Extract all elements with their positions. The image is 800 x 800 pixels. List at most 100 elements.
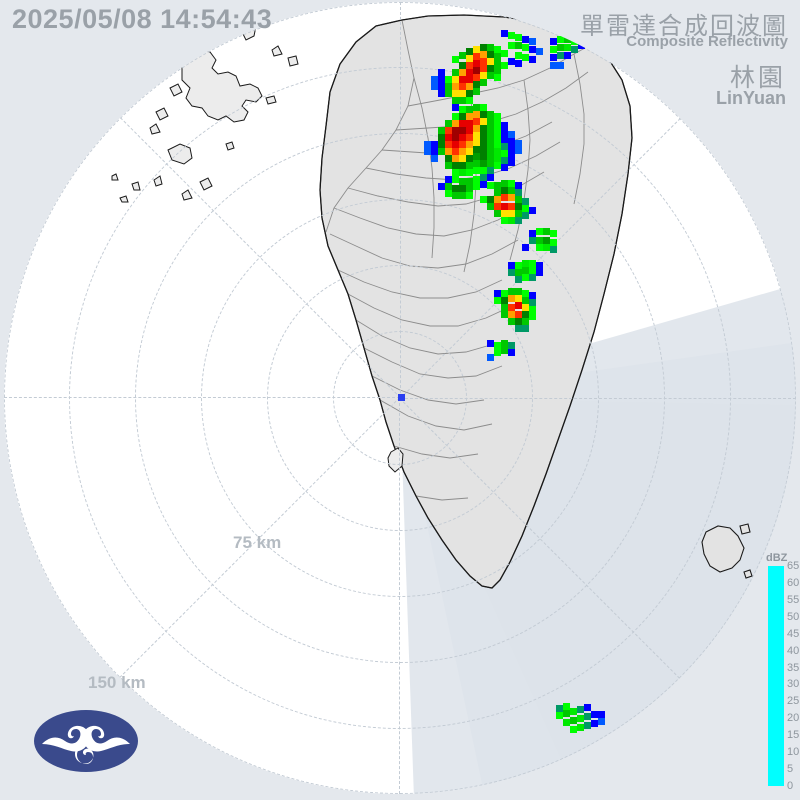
echo-cell [480, 72, 487, 79]
echo-cell [529, 230, 536, 237]
echo-cell [452, 148, 459, 155]
legend-tick-65: 65 [787, 560, 800, 572]
echo-cell [501, 290, 508, 297]
echo-cell [529, 299, 536, 306]
echo-cell [459, 155, 466, 162]
echo-cell [515, 182, 522, 189]
echo-cell [480, 139, 487, 146]
echo-cell [515, 311, 522, 318]
echo-cell [473, 153, 480, 160]
echo-cell [508, 210, 515, 217]
echo-cell [501, 143, 508, 150]
echo-cell [522, 36, 529, 43]
echo-cell [501, 311, 508, 318]
echo-cell [480, 153, 487, 160]
echo-cell [508, 295, 515, 302]
echo-cell [570, 726, 577, 733]
echo-cell [494, 74, 501, 81]
echo-cell [487, 354, 494, 361]
echo-cell [522, 318, 529, 325]
echo-cell [487, 118, 494, 125]
echo-cell [431, 83, 438, 90]
reflectivity-echo-layer [4, 2, 796, 794]
echo-cell [508, 262, 515, 269]
echo-cell [543, 237, 550, 244]
echo-cell [536, 228, 543, 235]
echo-cell [459, 127, 466, 134]
echo-cell [459, 113, 466, 120]
echo-cell [515, 210, 522, 217]
echo-cell [508, 342, 515, 349]
echo-cell [466, 62, 473, 69]
echo-cell [459, 185, 466, 192]
echo-cell [529, 207, 536, 214]
echo-cell [431, 155, 438, 162]
echo-cell [515, 262, 522, 269]
echo-cell [515, 189, 522, 196]
echo-cell [452, 134, 459, 141]
echo-cell [473, 132, 480, 139]
echo-cell [508, 311, 515, 318]
echo-cell [445, 155, 452, 162]
timestamp-label: 2025/05/08 14:54:43 [12, 4, 273, 34]
echo-cell [473, 88, 480, 95]
echo-cell [515, 140, 522, 147]
echo-cell [494, 290, 501, 297]
echo-cell [480, 174, 487, 181]
echo-cell [459, 141, 466, 148]
echo-cell [459, 148, 466, 155]
echo-cell [522, 54, 529, 61]
echo-cell [494, 127, 501, 134]
echo-cell [494, 349, 501, 356]
echo-cell [424, 141, 431, 148]
echo-cell [550, 46, 557, 53]
echo-cell [494, 53, 501, 60]
echo-cell [445, 176, 452, 183]
echo-cell [501, 30, 508, 37]
station-name-english: LinYuan [715, 88, 786, 108]
echo-cell [501, 304, 508, 311]
echo-cell [431, 76, 438, 83]
echo-cell [452, 141, 459, 148]
cwa-logo [34, 710, 138, 772]
dbz-color-legend: dBZ 65 60 55 50 45 40 35 30 25 20 15 10 5 0 [762, 552, 800, 792]
echo-cell [508, 288, 515, 295]
echo-cell [515, 34, 522, 41]
echo-cell [452, 97, 459, 104]
echo-cell [522, 44, 529, 51]
echo-cell [459, 90, 466, 97]
echo-cell [550, 54, 557, 61]
echo-cell [487, 65, 494, 72]
echo-cell [452, 185, 459, 192]
echo-cell [438, 183, 445, 190]
echo-cell [515, 269, 522, 276]
echo-cell [529, 313, 536, 320]
legend-tick-60: 60 [787, 576, 800, 589]
echo-cell [487, 146, 494, 153]
echo-cell [515, 288, 522, 295]
echo-cell [508, 217, 515, 224]
echo-cell [466, 148, 473, 155]
echo-cell [556, 705, 563, 712]
echo-cell [452, 176, 459, 183]
echo-cell [494, 60, 501, 67]
legend-tick-10: 10 [787, 746, 800, 759]
echo-cell [445, 127, 452, 134]
echo-cell [494, 67, 501, 74]
echo-cell [452, 104, 459, 111]
echo-cell [508, 194, 515, 201]
echo-cell [487, 160, 494, 167]
legend-tick-30: 30 [787, 678, 800, 691]
echo-cell [487, 125, 494, 132]
station-name-chinese: 林園 [729, 63, 786, 92]
legend-tick-40: 40 [787, 644, 800, 657]
echo-cell [563, 703, 570, 710]
echo-cell [536, 48, 543, 55]
echo-cell [487, 51, 494, 58]
echo-cell [452, 113, 459, 120]
echo-cell [466, 141, 473, 148]
echo-cell [494, 182, 501, 189]
echo-cell [494, 203, 501, 210]
echo-cell [487, 72, 494, 79]
